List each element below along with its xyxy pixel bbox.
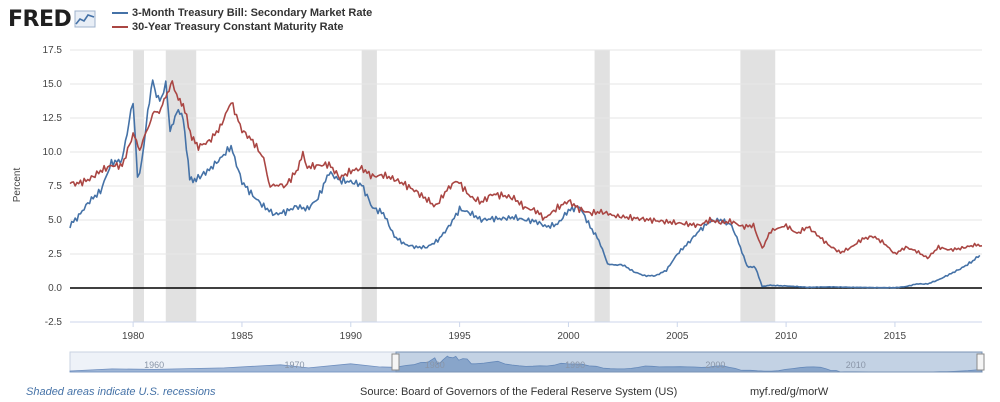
y-tick-label: 0.0 [48,283,62,294]
chart-footer: Shaded areas indicate U.S. recessions So… [0,384,1000,402]
navigator-right-handle[interactable] [976,353,985,371]
y-tick-label: 10.0 [43,147,63,158]
chart-header: FRED 3-Month Treasury Bill: Secondary Ma… [0,0,1000,44]
recession-note: Shaded areas indicate U.S. recessions [26,386,216,398]
line-chart: -2.50.02.55.07.510.012.515.017.5 1980 198… [12,45,985,373]
logo-text: FRED [8,6,72,32]
source-text: Source: Board of Governors of the Federa… [360,386,678,398]
x-tick-label: 2000 [557,331,580,342]
x-tick-label: 1985 [231,331,254,342]
y-tick-label: 2.5 [48,249,62,260]
x-axis-ticks: 1980 1985 1990 1995 2000 2005 2010 2015 [70,321,982,342]
range-navigator[interactable]: 1960 1970 1980 1990 2000 2010 [69,351,985,373]
navigator-year-label: 1960 [144,360,164,370]
series-3-month-bill-line[interactable] [69,79,981,289]
y-axis-label: Percent [12,168,23,203]
navigator-year-labels: 1960 1970 1980 1990 2000 2010 [144,360,866,370]
gridlines [70,49,982,323]
x-tick-label: 2005 [666,331,689,342]
y-tick-label: 15.0 [43,79,63,90]
legend-swatch-red [112,26,128,28]
navigator-year-label: 2010 [846,360,866,370]
x-tick-label: 2015 [884,331,907,342]
navigator-year-label: 1980 [425,360,445,370]
y-tick-label: -2.5 [45,317,63,328]
x-tick-label: 2010 [775,331,798,342]
legend-swatch-blue [112,12,128,14]
series-lines [69,79,983,289]
y-tick-label: 12.5 [43,113,63,124]
y-tick-label: 7.5 [48,181,62,192]
y-tick-label: 5.0 [48,215,62,226]
series-30-year-rate-line[interactable] [69,80,983,260]
x-tick-label: 1980 [122,331,145,342]
legend-label: 3-Month Treasury Bill: Secondary Market … [132,7,373,19]
legend-label: 30-Year Treasury Constant Maturity Rate [132,21,344,33]
navigator-year-label: 1990 [565,360,585,370]
chart-legend: 3-Month Treasury Bill: Secondary Market … [112,6,372,34]
x-tick-label: 1995 [448,331,471,342]
y-tick-label: 17.5 [43,45,63,56]
navigator-year-label: 2000 [705,360,725,370]
short-link[interactable]: myf.red/g/morW [750,386,829,398]
fred-logo[interactable]: FRED [8,4,96,34]
legend-item-3-month-bill[interactable]: 3-Month Treasury Bill: Secondary Market … [112,6,372,20]
navigator-year-label: 1970 [284,360,304,370]
navigator-selection[interactable] [395,351,983,373]
legend-item-30-year-rate[interactable]: 30-Year Treasury Constant Maturity Rate [112,20,372,34]
y-axis-ticks: -2.5 0.0 2.5 5.0 7.5 10.0 12.5 15.0 17.5 [43,45,63,328]
navigator-left-handle[interactable] [391,353,400,371]
fred-chart-icon [74,10,96,28]
x-tick-label: 1990 [340,331,363,342]
